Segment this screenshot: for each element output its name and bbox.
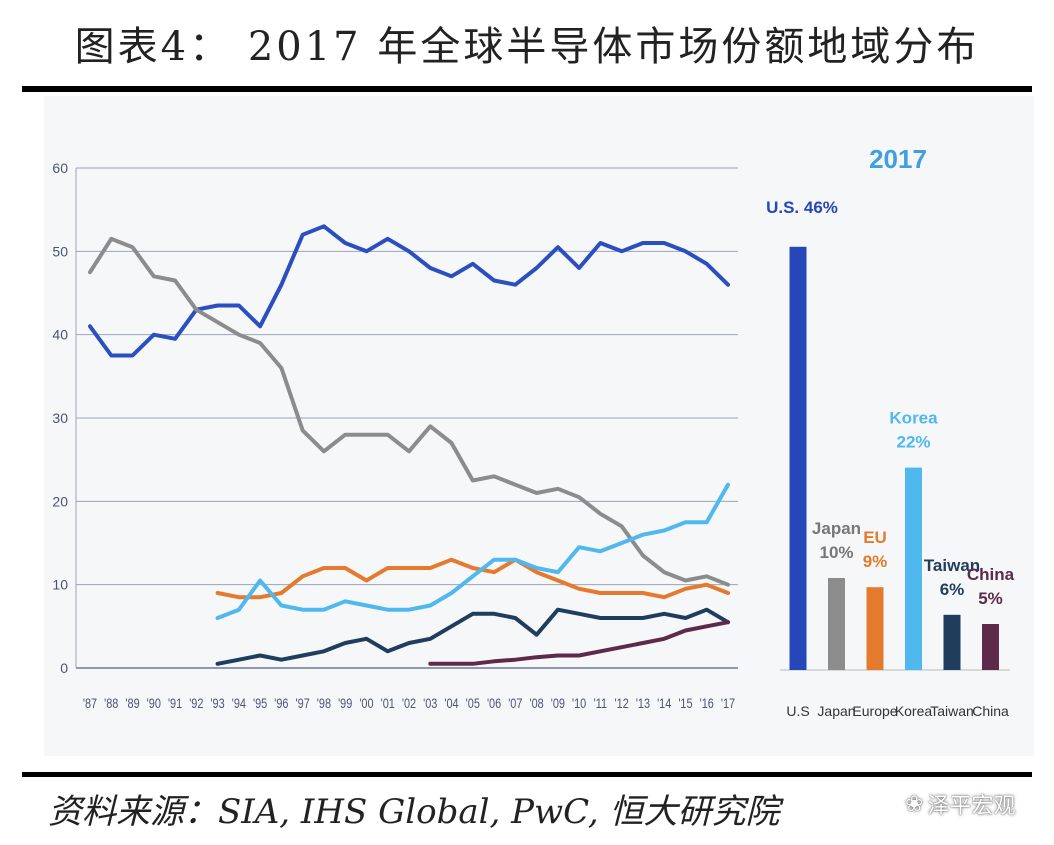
- bar-label-pct: 9%: [863, 552, 888, 571]
- series-line-us: [88, 224, 730, 358]
- y-tick-label: 60: [52, 160, 68, 176]
- x-tick-label: '98: [317, 696, 331, 712]
- bar-korea: [905, 467, 922, 670]
- bar-label: U.S. 46%: [766, 198, 838, 217]
- x-tick-label: '02: [402, 696, 416, 712]
- x-tick-label: '95: [253, 696, 267, 712]
- bar-label-name: Taiwan: [924, 556, 980, 575]
- bar-label-pct: 5%: [978, 589, 1003, 608]
- series-line-taiwan: [215, 607, 730, 666]
- bar-label-name: China: [967, 565, 1015, 584]
- bar-japan: [828, 578, 845, 670]
- y-tick-label: 20: [52, 493, 68, 509]
- bar-category-label: Taiwan: [930, 703, 974, 719]
- series-line-korea: [215, 482, 730, 620]
- x-tick-label: '99: [338, 696, 352, 712]
- line-chart-x-ticks: '87 '88 '89 '90 '91 '92 '93 '94 '95 '96 '97 '98 '99 '…: [83, 696, 735, 712]
- bar-label-name: EU: [863, 528, 887, 547]
- bar-us: [789, 246, 807, 671]
- x-tick-label: '12: [615, 696, 629, 712]
- line-chart-series: [88, 224, 730, 666]
- series-line-europe: [215, 557, 730, 600]
- x-tick-label: '88: [104, 696, 118, 712]
- bar-category-label: Europe: [852, 703, 897, 719]
- x-tick-label: '97: [296, 696, 310, 712]
- x-tick-label: '04: [444, 696, 458, 712]
- x-tick-label: '17: [721, 696, 735, 712]
- top-rule: [22, 86, 1032, 92]
- page-title: 图表4： 2017 年全球半导体市场份额地域分布: [74, 24, 980, 70]
- x-tick-label: '07: [508, 696, 522, 712]
- x-tick-label: '13: [636, 696, 650, 712]
- bar-label-name: Japan: [812, 519, 861, 538]
- x-tick-label: '09: [551, 696, 565, 712]
- x-tick-label: '92: [189, 696, 203, 712]
- x-tick-label: '10: [572, 696, 586, 712]
- x-tick-label: '16: [700, 696, 714, 712]
- line-chart-grid: [75, 167, 738, 669]
- y-tick-label: 50: [52, 243, 68, 259]
- x-tick-label: '03: [423, 696, 437, 712]
- series-line-japan: [88, 236, 730, 587]
- x-tick-label: '94: [232, 696, 246, 712]
- bar-chart-labels: U.S. 46% Japan 10% EU 9% Korea 22% Taiwan 6%Chin…: [766, 198, 1015, 608]
- bar-label-pct: 10%: [819, 543, 853, 562]
- x-tick-label: '87: [83, 696, 97, 712]
- bar-chart-title: 2017: [869, 144, 927, 174]
- x-tick-label: '91: [168, 696, 182, 712]
- x-tick-label: '00: [359, 696, 373, 712]
- x-tick-label: '06: [487, 696, 501, 712]
- x-tick-label: '96: [274, 696, 288, 712]
- x-tick-label: '08: [529, 696, 543, 712]
- bar-category-label: U.S: [786, 703, 809, 719]
- watermark-text: 泽平宏观: [927, 794, 1016, 819]
- watermark: ❀ 泽平宏观: [905, 788, 1015, 820]
- bar-category-label: China: [972, 703, 1009, 719]
- bar-category-label: Korea: [895, 703, 933, 719]
- y-tick-label: 30: [52, 410, 68, 426]
- bar-taiwan: [943, 614, 961, 670]
- bar-chart-bars: [780, 246, 1010, 671]
- x-tick-label: '11: [594, 696, 607, 712]
- bar-europe: [866, 587, 884, 670]
- x-tick-label: '93: [210, 696, 224, 712]
- line-chart-y-ticks: 0 10 20 30 40 50 60: [52, 160, 68, 676]
- bar-category-label: Japan: [817, 703, 855, 719]
- x-tick-label: '01: [381, 696, 395, 712]
- bar-label-name: Korea: [889, 409, 938, 428]
- series-line-china: [428, 620, 730, 666]
- x-tick-label: '90: [147, 696, 161, 712]
- x-tick-label: '05: [466, 696, 480, 712]
- y-tick-label: 10: [52, 577, 68, 593]
- bar-label-pct: 6%: [940, 580, 965, 599]
- y-tick-label: 0: [60, 660, 68, 676]
- source-note: 资料来源：SIA, IHS Global, PwC, 恒大研究院: [48, 792, 780, 832]
- x-tick-label: '15: [678, 696, 692, 712]
- x-tick-label: '14: [657, 696, 671, 712]
- y-tick-label: 40: [52, 327, 68, 343]
- bar-china: [982, 624, 999, 670]
- bottom-rule: [22, 772, 1032, 777]
- bar-label-pct: 22%: [896, 433, 930, 452]
- x-tick-label: '89: [125, 696, 139, 712]
- wechat-icon: ❀: [905, 791, 924, 817]
